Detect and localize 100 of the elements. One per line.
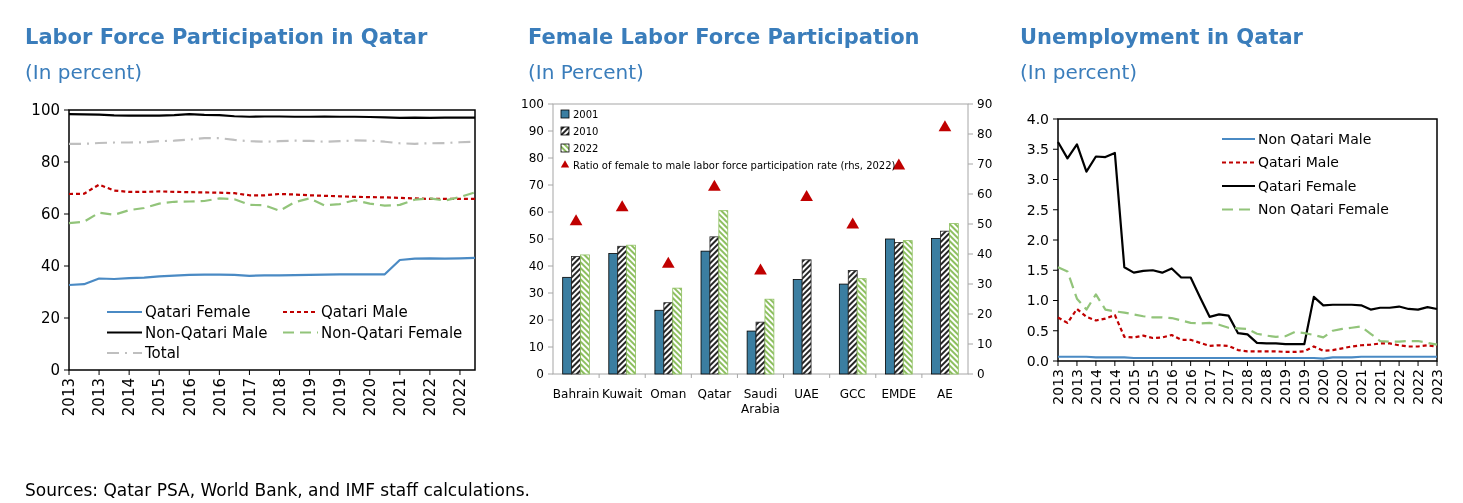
bar	[856, 278, 867, 375]
x-tick-label: 2015	[1125, 369, 1142, 405]
x-tick-label: 2020	[1334, 369, 1351, 405]
y2-tick-label: 80	[977, 127, 993, 142]
y-tick-label: 10	[528, 340, 544, 355]
bar	[746, 330, 757, 375]
y-tick-label: 70	[528, 178, 544, 193]
bar	[755, 321, 766, 375]
bar	[931, 238, 941, 375]
bar	[902, 240, 913, 375]
y-tick-label: 80	[528, 151, 544, 166]
x-tick-label: 2021	[1353, 369, 1370, 405]
y2-tick-label: 20	[977, 307, 993, 322]
legend-label: Ratio of female to male labor force participation rate (rhs, 2022)	[573, 159, 896, 171]
bar	[663, 302, 674, 375]
x-tick-label: 2013	[1049, 369, 1066, 405]
y-tick-label: 0.0	[1026, 352, 1049, 369]
legend-label: 2022	[573, 142, 599, 154]
line-series	[67, 183, 477, 201]
chart-subtitle: (In percent)	[25, 60, 143, 84]
bar	[562, 276, 572, 375]
point	[800, 189, 813, 201]
legend-label: Qatari Male	[1258, 154, 1339, 171]
x-tick-label: 2019	[330, 378, 349, 417]
y-tick-label: 100	[31, 101, 60, 120]
y-tick-label: 60	[528, 205, 544, 220]
bar	[838, 283, 849, 375]
x-tick-label: Qatar	[697, 387, 732, 401]
point	[661, 256, 675, 268]
y-tick-label: 50	[528, 232, 544, 247]
x-tick-label: 2017	[240, 378, 259, 417]
legend-label: 2001	[573, 108, 599, 120]
x-tick-label: 2021	[1372, 369, 1389, 405]
y2-tick-label: 0	[977, 367, 985, 382]
point	[615, 200, 629, 212]
y-tick-label: 3.0	[1026, 171, 1049, 188]
x-tick-label: 2017	[1201, 369, 1218, 405]
legend-label: Qatari Male	[321, 303, 408, 322]
x-tick-label: 2018	[270, 378, 289, 417]
bar	[792, 279, 803, 375]
y-tick-label: 30	[528, 286, 544, 301]
x-tick-label: 2014	[120, 378, 139, 417]
x-tick-label: Bahrain	[552, 387, 600, 401]
legend-label: Non-Qatari Female	[321, 323, 463, 342]
bar	[801, 259, 812, 375]
x-tick-label: Kuwait	[602, 387, 643, 401]
x-tick-label: UAE	[794, 387, 819, 401]
y-tick-label: 40	[528, 259, 544, 274]
bar	[709, 236, 720, 375]
x-tick-label: Saudi Arabia	[741, 387, 780, 416]
x-tick-label: 2017	[1220, 369, 1237, 405]
y-tick-label: 90	[528, 124, 544, 139]
bar	[847, 270, 858, 375]
y-tick-label: 2.0	[1026, 231, 1049, 248]
y-tick-label: 60	[40, 205, 60, 224]
y-tick-label: 80	[40, 153, 60, 172]
point	[938, 120, 952, 132]
x-tick-label: 2013	[60, 378, 79, 417]
x-tick-label: GCC	[839, 387, 866, 401]
x-tick-label: 2014	[1087, 368, 1104, 405]
bar	[626, 244, 636, 375]
y-tick-label: 20	[528, 313, 544, 328]
x-tick-label: 2019	[300, 378, 319, 417]
x-tick-label: 2013	[90, 378, 109, 417]
bar	[940, 230, 950, 375]
y2-tick-label: 60	[977, 187, 993, 202]
y2-tick-label: 30	[977, 277, 993, 292]
y2-tick-label: 40	[977, 247, 993, 262]
x-tick-label: 2015	[150, 378, 169, 417]
x-tick-label: 2022	[421, 378, 440, 417]
x-tick-label: 2022	[451, 378, 470, 417]
line-series	[1056, 266, 1439, 346]
source-note: Sources: Qatar PSA, World Bank, and IMF staff calculations.	[25, 480, 530, 500]
chart-subtitle: (In percent)	[1020, 60, 1138, 84]
bar	[893, 242, 904, 375]
bar	[764, 298, 775, 375]
x-tick-label: AE	[937, 387, 953, 401]
bar	[885, 238, 895, 375]
x-tick-label: 2019	[1277, 369, 1294, 405]
y-tick-label: 2.5	[1026, 201, 1049, 218]
x-tick-label: 2018	[1239, 369, 1256, 405]
bar	[654, 309, 665, 375]
y-tick-label: 40	[40, 257, 60, 276]
x-tick-label: 2021	[391, 378, 410, 417]
legend-label: Total	[144, 344, 181, 363]
x-tick-label: 2014	[1106, 368, 1123, 405]
legend-label: Qatari Female	[145, 303, 251, 322]
y-tick-label: 0.5	[1026, 322, 1049, 339]
y-tick-label: 1.0	[1026, 292, 1049, 309]
chart-title: Unemployment in Qatar	[1020, 25, 1304, 49]
y-tick-label: 20	[40, 309, 60, 328]
x-tick-label: 2019	[1296, 369, 1313, 405]
point	[569, 214, 583, 226]
chart-subtitle: (In Percent)	[528, 60, 644, 84]
x-tick-label: 2020	[1315, 369, 1332, 405]
x-tick-label: 2016	[210, 378, 229, 417]
y2-tick-label: 10	[977, 337, 993, 352]
point	[754, 263, 767, 275]
bar	[718, 210, 729, 375]
x-tick-label: EMDE	[881, 387, 917, 401]
